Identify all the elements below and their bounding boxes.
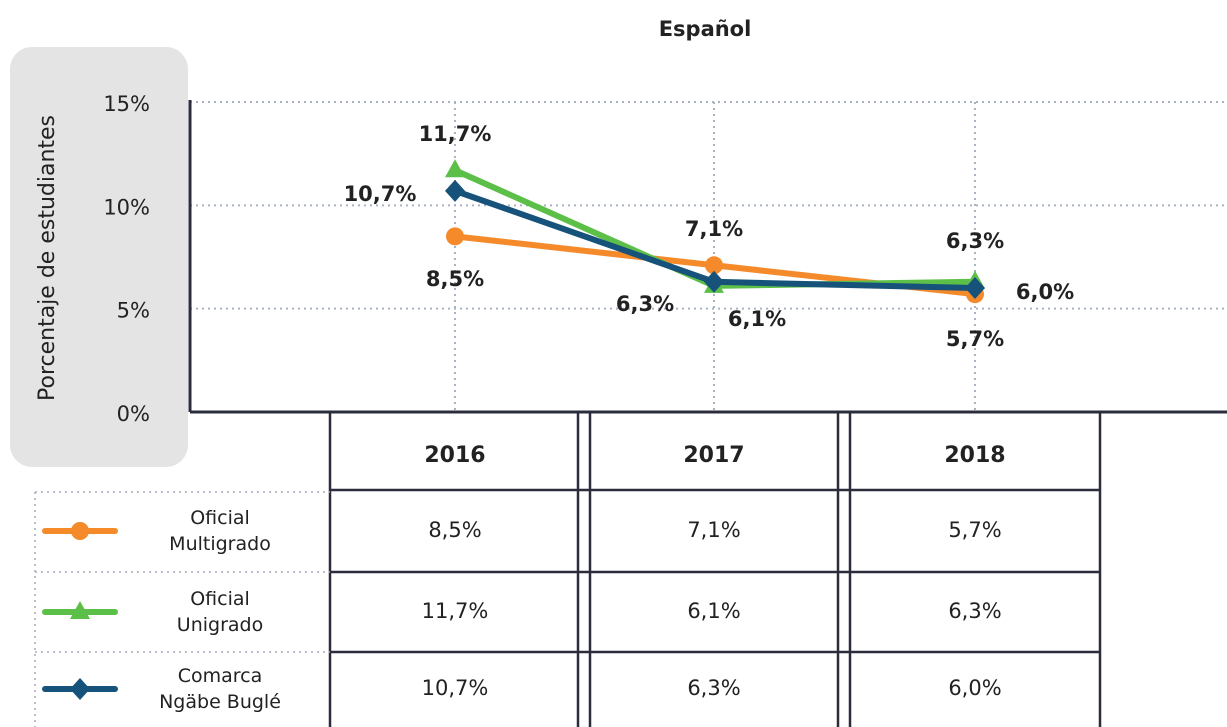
table-cell: 6,1% [687,599,740,623]
y-axis-label: Porcentaje de estudiantes [35,115,60,401]
y-tick-label: 5% [117,299,150,323]
legend-label: Oficial Unigrado [176,588,264,636]
legend-lines [34,491,330,727]
marker [445,179,465,202]
data-label: 5,7% [946,327,1004,351]
data-label: 6,3% [616,292,674,316]
table-cell: 6,3% [948,599,1001,623]
legend-label: Comarca Ngäbe Buglé [159,665,281,713]
marker [70,678,90,700]
marker [445,159,465,178]
table-cell: 6,3% [687,676,740,700]
marker [71,522,89,540]
table-cell: 7,1% [687,518,740,542]
data-label: 7,1% [685,217,743,241]
y-tick-label: 0% [117,402,150,426]
table-cell: 8,5% [428,518,481,542]
data-label: 6,0% [1016,280,1074,304]
y-tick-label: 10% [103,195,150,219]
data-label: 6,1% [728,307,786,331]
marker [446,227,464,246]
column-header: 2017 [683,443,744,468]
y-tick-label: 15% [103,92,150,116]
table-lines [328,412,1102,727]
marker [705,256,723,275]
column-header: 2018 [944,443,1005,468]
legend-label: Oficial Multigrado [169,507,271,555]
marker [70,601,90,619]
table-cell: 10,7% [422,676,489,700]
data-label: 11,7% [419,122,492,146]
chart-title: Español [659,17,752,41]
table-cell: 11,7% [422,599,489,623]
table-cell: 5,7% [948,518,1001,542]
data-label: 6,3% [946,229,1004,253]
data-label: 10,7% [344,182,417,206]
y-label-box [10,47,188,467]
column-header: 2016 [424,443,485,468]
marker [704,270,724,293]
table-cell: 6,0% [948,676,1001,700]
marker [965,277,985,299]
data-label: 8,5% [426,267,484,291]
